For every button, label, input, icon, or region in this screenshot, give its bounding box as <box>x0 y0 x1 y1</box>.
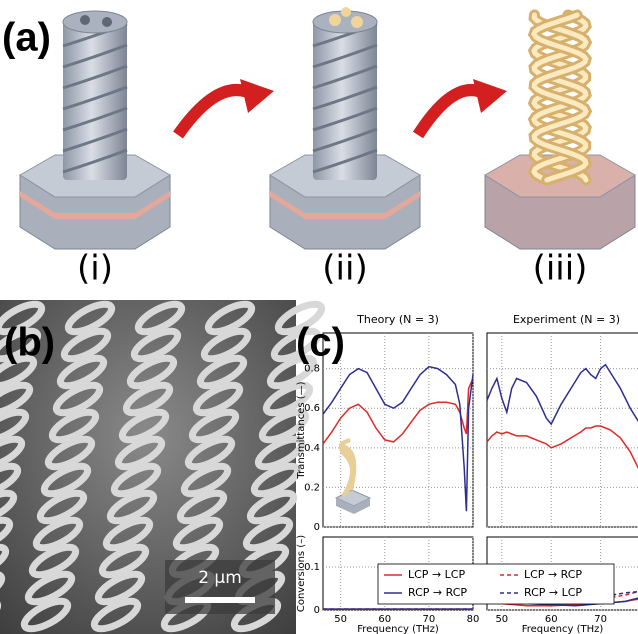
legend: LCP → LCP RCP → RCP LCP → RCP RCP → LCP <box>378 564 614 604</box>
screw-illustration <box>485 15 635 249</box>
chart: Experiment (N = 3) <box>487 313 638 527</box>
x-axis-label: Frequency (THz) <box>357 624 439 634</box>
panel-a: (i) (ii) (iii) <box>20 7 635 289</box>
figure: (i)(ii)(iii) 2 μm 00.20.40.60.8Theory (N… <box>0 0 638 634</box>
step-label: (iii) <box>533 249 588 289</box>
screw-illustration <box>270 7 420 249</box>
gold-fill <box>351 16 363 28</box>
legend-label: LCP → LCP <box>408 568 465 581</box>
chart-title: Experiment (N = 3) <box>513 313 620 326</box>
step-label: (ii) <box>322 249 367 289</box>
x-tick-label: 80 <box>467 614 480 625</box>
step-label: (i) <box>77 249 113 289</box>
process-arrow <box>418 90 487 135</box>
legend-label: RCP → LCP <box>524 586 582 599</box>
legend-label: RCP → RCP <box>408 586 467 599</box>
arrow-head <box>240 79 274 113</box>
process-arrow <box>178 90 254 135</box>
panel-label: (a) <box>2 16 51 60</box>
gold-fill <box>329 14 341 26</box>
y-tick-label: 0.2 <box>304 482 320 493</box>
y-tick-label: 0 <box>314 522 320 533</box>
y-tick-label: 0.8 <box>304 364 320 375</box>
legend-label: LCP → RCP <box>524 568 582 581</box>
hole <box>102 17 112 27</box>
panel-label: (c) <box>296 321 345 365</box>
x-axis-label: Frequency (THz) <box>522 624 604 634</box>
panel-c: 00.20.40.60.8Theory (N = 3)Transmittance… <box>296 313 638 634</box>
chart-title: Theory (N = 3) <box>356 313 439 326</box>
y-axis-label: Conversions (–) <box>296 535 307 612</box>
y-axis-label: Transmittances (—) <box>296 381 307 479</box>
scale-bar-label: 2 μm <box>198 568 242 588</box>
panel-label: (b) <box>4 321 55 365</box>
scale-bar <box>185 597 255 603</box>
post-top <box>63 11 127 33</box>
y-tick-label: 0 <box>314 605 320 616</box>
x-tick-label: 50 <box>334 614 347 625</box>
plot-frame <box>487 333 638 527</box>
gold-fill <box>341 7 351 17</box>
arrow-head <box>473 79 507 113</box>
x-tick-label: 50 <box>495 614 508 625</box>
hole <box>80 15 90 25</box>
